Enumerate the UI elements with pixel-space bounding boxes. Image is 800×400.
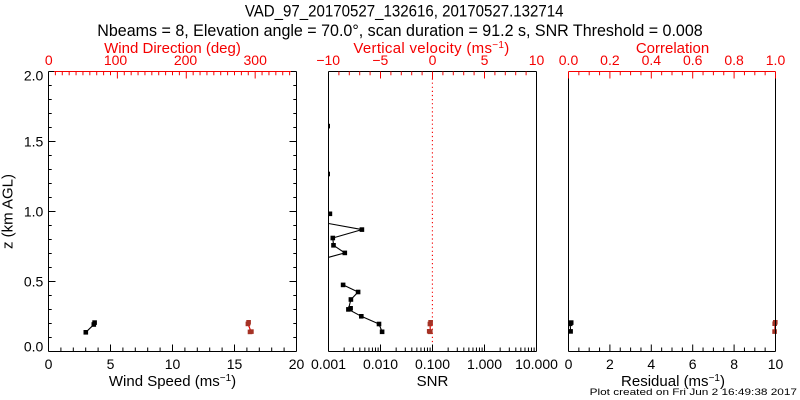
svg-text:z (km AGL): z (km AGL) [0, 174, 17, 249]
svg-text:0.8: 0.8 [724, 52, 744, 68]
svg-text:2.0: 2.0 [24, 68, 44, 84]
svg-text:0.2: 0.2 [600, 52, 620, 68]
svg-text:10: 10 [768, 356, 784, 372]
svg-text:SNR: SNR [417, 373, 449, 390]
svg-text:1.0: 1.0 [24, 204, 44, 220]
svg-text:15: 15 [227, 356, 243, 372]
svg-text:0.010: 0.010 [363, 356, 398, 372]
svg-text:0: 0 [429, 52, 437, 68]
svg-text:Correlation: Correlation [636, 40, 709, 57]
svg-text:−10: −10 [316, 52, 340, 68]
svg-text:0.0: 0.0 [24, 338, 44, 354]
svg-text:0.6: 0.6 [683, 52, 703, 68]
svg-text:1.0: 1.0 [766, 52, 786, 68]
svg-text:300: 300 [244, 52, 268, 68]
svg-text:0.001: 0.001 [311, 356, 346, 372]
svg-text:−5: −5 [372, 52, 388, 68]
svg-text:10: 10 [165, 356, 181, 372]
svg-text:0.0: 0.0 [559, 52, 579, 68]
svg-text:100: 100 [104, 52, 128, 68]
svg-text:0: 0 [565, 356, 573, 372]
svg-text:Nbeams = 8, Elevation angle =: Nbeams = 8, Elevation angle = 70.0°, sca… [97, 21, 702, 40]
svg-text:Residual (ms−1): Residual (ms−1) [621, 373, 725, 390]
svg-text:0.100: 0.100 [415, 356, 450, 372]
svg-text:8: 8 [730, 356, 738, 372]
svg-text:Wind Direction (deg): Wind Direction (deg) [104, 40, 241, 57]
svg-text:2: 2 [606, 356, 614, 372]
svg-text:0.5: 0.5 [24, 274, 44, 290]
svg-text:5: 5 [107, 356, 115, 372]
svg-text:10: 10 [529, 52, 545, 68]
svg-text:5: 5 [481, 52, 489, 68]
svg-text:VAD_97_20170527_132616, 201705: VAD_97_20170527_132616, 20170527.132714 [245, 2, 564, 21]
svg-text:1.000: 1.000 [467, 356, 502, 372]
svg-text:0.4: 0.4 [642, 52, 662, 68]
svg-text:200: 200 [174, 52, 198, 68]
svg-text:0: 0 [45, 52, 53, 68]
svg-text:1.5: 1.5 [24, 134, 44, 150]
svg-text:Wind Speed (ms−1): Wind Speed (ms−1) [109, 373, 236, 390]
svg-text:0: 0 [45, 356, 53, 372]
svg-text:6: 6 [689, 356, 697, 372]
svg-text:20: 20 [289, 356, 305, 372]
svg-text:Plot created on Fri Jun 2 16:: Plot created on Fri Jun 2 16:49:38 2017 [590, 387, 797, 398]
svg-text:Vertical velocity (ms−1): Vertical velocity (ms−1) [353, 40, 509, 57]
svg-text:4: 4 [647, 356, 655, 372]
svg-text:10.000: 10.000 [515, 356, 558, 372]
